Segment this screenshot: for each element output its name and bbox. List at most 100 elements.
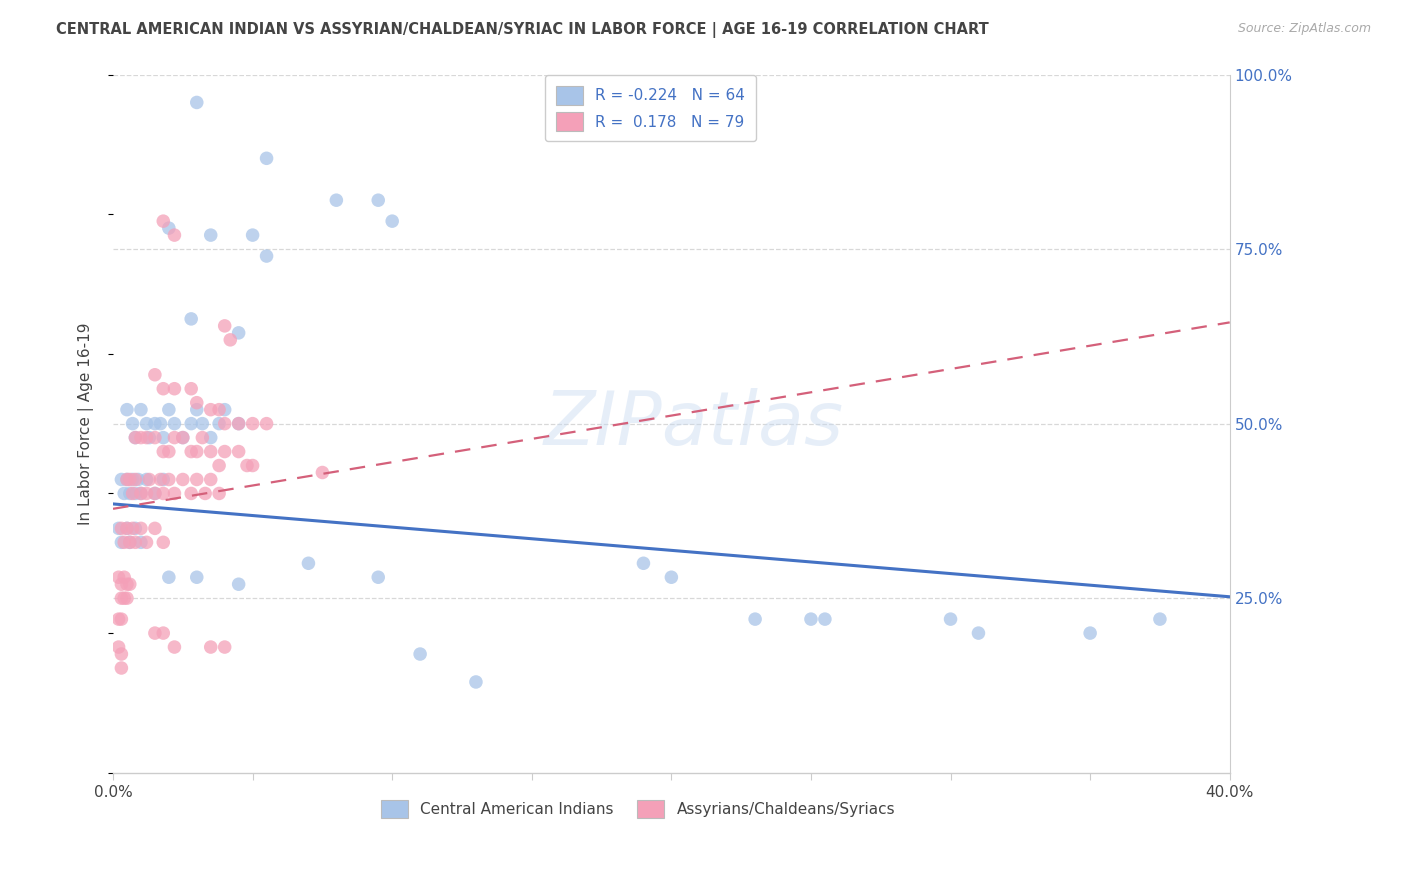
Point [152,626,174,640]
Point [157,221,180,235]
Point [242,417,264,431]
Point [149,417,172,431]
Point [180,444,202,458]
Point [633,556,655,570]
Point [256,417,278,431]
Point [110,535,132,549]
Point [121,521,143,535]
Point [124,486,146,500]
Point [135,417,157,431]
Point [143,368,166,382]
Point [121,417,143,431]
Point [143,626,166,640]
Point [129,431,152,445]
Point [163,417,186,431]
Point [256,151,278,165]
Text: Source: ZipAtlas.com: Source: ZipAtlas.com [1237,22,1371,36]
Point [115,591,138,606]
Point [228,417,250,431]
Point [112,535,135,549]
Point [163,486,186,500]
Point [172,431,194,445]
Point [152,382,174,396]
Point [200,402,222,417]
Point [110,647,132,661]
Point [112,486,135,500]
Point [118,535,141,549]
Point [208,402,231,417]
Point [124,431,146,445]
Point [367,570,389,584]
Point [127,473,149,487]
Point [115,402,138,417]
Point [129,486,152,500]
Point [152,444,174,458]
Point [200,444,222,458]
Point [143,486,166,500]
Point [208,486,231,500]
Point [186,95,208,110]
Point [236,458,259,473]
Text: ZIPatlas: ZIPatlas [544,388,844,459]
Point [297,556,319,570]
Point [214,444,236,458]
Point [124,521,146,535]
Point [115,577,138,591]
Point [1078,626,1101,640]
Point [208,458,231,473]
Point [744,612,766,626]
Point [135,535,157,549]
Point [157,473,180,487]
Point [311,466,333,480]
Point [172,431,194,445]
Point [186,402,208,417]
Point [208,417,231,431]
Point [200,473,222,487]
Point [180,486,202,500]
Y-axis label: In Labor Force | Age 16-19: In Labor Force | Age 16-19 [79,322,94,524]
Point [967,626,990,640]
Point [129,521,152,535]
Text: CENTRAL AMERICAN INDIAN VS ASSYRIAN/CHALDEAN/SYRIAC IN LABOR FORCE | AGE 16-19 C: CENTRAL AMERICAN INDIAN VS ASSYRIAN/CHAL… [56,22,988,38]
Point [409,647,432,661]
Point [124,535,146,549]
Point [228,417,250,431]
Point [186,570,208,584]
Point [194,486,217,500]
Point [118,473,141,487]
Point [800,612,823,626]
Point [143,486,166,500]
Point [163,431,186,445]
Point [118,535,141,549]
Point [325,193,347,207]
Point [381,214,404,228]
Point [110,612,132,626]
Point [214,402,236,417]
Point [107,570,129,584]
Legend: Central American Indians, Assyrians/Chaldeans/Syriacs: Central American Indians, Assyrians/Chal… [374,794,901,824]
Point [200,640,222,654]
Point [152,431,174,445]
Point [242,228,264,243]
Point [110,521,132,535]
Point [180,417,202,431]
Point [107,521,129,535]
Point [152,486,174,500]
Point [121,486,143,500]
Point [214,640,236,654]
Point [110,661,132,675]
Point [219,333,242,347]
Point [118,486,141,500]
Point [110,591,132,606]
Point [214,318,236,333]
Point [172,473,194,487]
Point [186,473,208,487]
Point [180,312,202,326]
Point [110,577,132,591]
Point [124,431,146,445]
Point [115,473,138,487]
Point [256,249,278,263]
Point [149,473,172,487]
Point [228,326,250,340]
Point [115,521,138,535]
